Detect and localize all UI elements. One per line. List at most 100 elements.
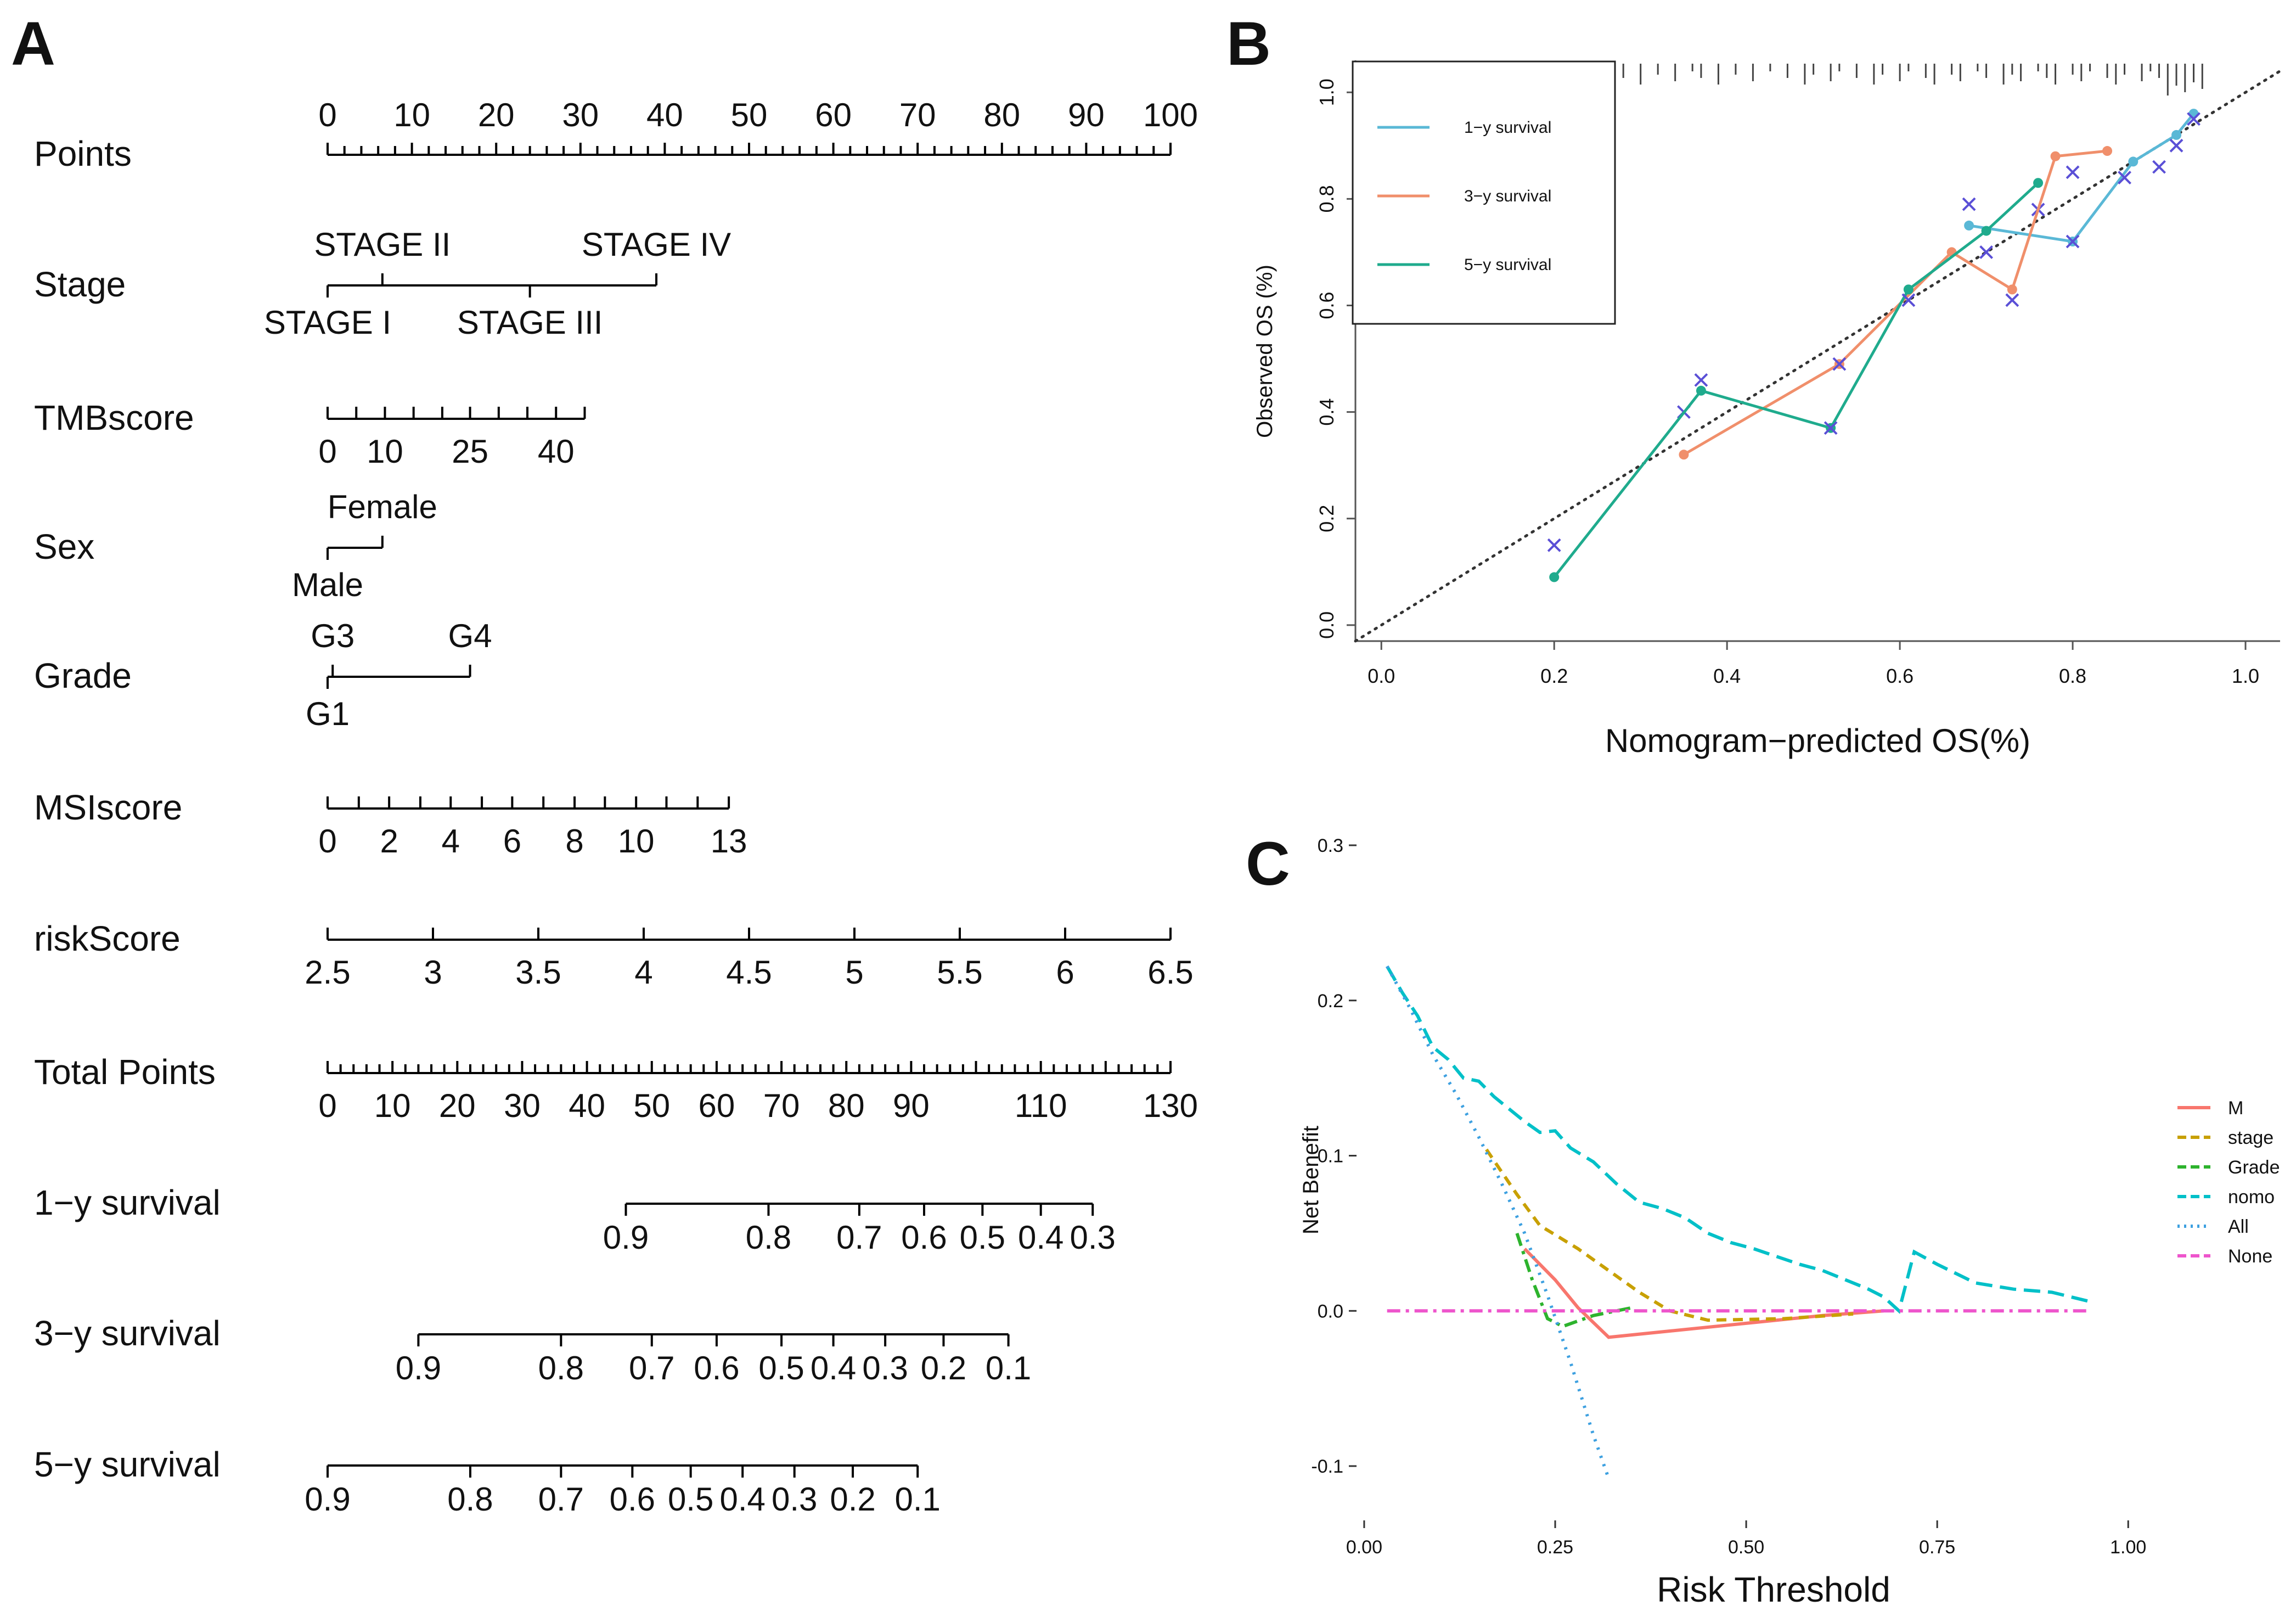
total-tick-label: 40 xyxy=(569,1087,605,1124)
dca-x-tick-label: 0.00 xyxy=(1346,1537,1382,1558)
risk-tick-label: 4.5 xyxy=(726,954,772,991)
points-tick-label: 50 xyxy=(731,97,768,133)
calib-legend-label: 5−y survival xyxy=(1464,256,1551,274)
total-tick-label: 80 xyxy=(828,1087,865,1124)
total-tick-label: 90 xyxy=(893,1087,930,1124)
calib-y-axis-title: Observed OS (%) xyxy=(1253,265,1277,438)
calib-legend-box xyxy=(1352,60,1616,325)
row-label-sex: Sex xyxy=(34,527,94,566)
msi-tick-label: 13 xyxy=(711,823,747,860)
calibration-panel: 0.0 0.2 0.4 0.6 0.8 1.0 0.0 0.2 0.4 0.6 0.8 1.0 Nomo… xyxy=(1253,60,2282,759)
calib-point xyxy=(1981,226,1991,236)
calib-cross-marker xyxy=(2005,293,2019,307)
calib-x-tick-label: 0.0 xyxy=(1368,665,1395,687)
dca-legend-label: Grade xyxy=(2228,1157,2280,1178)
dca-x-tick-label: 1.00 xyxy=(2110,1537,2146,1558)
points-tick-label: 60 xyxy=(815,97,852,133)
panel-c-label: C xyxy=(1246,829,1290,898)
points-tick-label: 80 xyxy=(983,97,1020,133)
calib-x-axis-title: Nomogram−predicted OS(%) xyxy=(1605,722,2030,759)
row-label-msi: MSIscore xyxy=(34,788,182,827)
calib-point xyxy=(1549,572,1560,582)
dca-y-tick-label: 0.3 xyxy=(1318,835,1343,856)
calib-cross-marker xyxy=(1547,538,1561,552)
risk-tick-label: 4 xyxy=(634,954,652,991)
tmb-tick-label: 40 xyxy=(538,433,575,470)
calib-y-tick-label: 0.4 xyxy=(1315,398,1338,426)
surv3-tick-label: 0.7 xyxy=(629,1350,674,1386)
surv1-tick-label: 0.7 xyxy=(836,1219,882,1256)
panel-a-label: A xyxy=(11,9,55,78)
points-tick-label: 30 xyxy=(562,97,599,133)
points-tick-label: 70 xyxy=(899,97,936,133)
points-tick-label: 100 xyxy=(1143,97,1198,133)
points-tick-label: 0 xyxy=(318,97,336,133)
calib-y-tick-label: 0.2 xyxy=(1315,505,1338,532)
calib-y-tick-label: 0.6 xyxy=(1315,291,1338,319)
calib-series-line-3 xyxy=(1553,182,2039,579)
surv3-tick-label: 0.5 xyxy=(758,1350,804,1386)
grade-level-label: G4 xyxy=(448,617,492,654)
calib-x-tick-label: 0.8 xyxy=(2059,665,2086,687)
total-tick-label: 70 xyxy=(763,1087,800,1124)
total-tick-label: 130 xyxy=(1143,1087,1198,1124)
total-tick-label: 30 xyxy=(504,1087,541,1124)
dca-series-line-grade xyxy=(1515,1232,1632,1328)
calib-cross-marker xyxy=(1832,357,1847,371)
row-label-grade: Grade xyxy=(34,656,132,695)
calib-x-tick-label: 0.6 xyxy=(1886,665,1914,687)
stage-level-label: STAGE III xyxy=(457,304,603,341)
panel-b-label: B xyxy=(1226,9,1271,78)
total-tick-label: 10 xyxy=(374,1087,411,1124)
surv1-tick-label: 0.8 xyxy=(746,1219,791,1256)
msi-tick-label: 0 xyxy=(318,823,336,860)
calib-point xyxy=(2102,146,2113,156)
dca-legend-label: nomo xyxy=(2228,1187,2275,1208)
row-label-total: Total Points xyxy=(34,1052,216,1092)
calib-cross-marker xyxy=(1979,245,1993,259)
row-label-surv3: 3−y survival xyxy=(34,1313,221,1353)
surv5-tick-label: 0.4 xyxy=(719,1481,765,1518)
dca-y-axis-title: Net Benefit xyxy=(1299,1126,1323,1234)
msi-tick-label: 8 xyxy=(565,823,583,860)
calib-legend-label: 3−y survival xyxy=(1464,187,1551,205)
calib-y-tick-label: 0.8 xyxy=(1315,185,1338,212)
surv5-tick-label: 0.1 xyxy=(894,1481,940,1518)
surv3-tick-label: 0.9 xyxy=(396,1350,441,1386)
calib-point xyxy=(1964,220,1974,231)
surv5-tick-label: 0.6 xyxy=(610,1481,655,1518)
calib-x-tick-label: 1.0 xyxy=(2232,665,2259,687)
points-tick-label: 10 xyxy=(393,97,430,133)
stage-level-label: STAGE IV xyxy=(582,226,731,263)
dca-y-tick-label: 0.1 xyxy=(1318,1146,1343,1167)
tmb-tick-label: 25 xyxy=(452,433,488,470)
risk-tick-label: 2.5 xyxy=(305,954,350,991)
surv1-tick-label: 0.5 xyxy=(960,1219,1005,1256)
dca-legend-label: stage xyxy=(2228,1127,2274,1148)
calib-cross-marker xyxy=(1694,373,1708,387)
calib-y-tick-label: 0.0 xyxy=(1315,611,1338,639)
msi-tick-label: 6 xyxy=(503,823,521,860)
row-label-tmb: TMBscore xyxy=(34,398,194,437)
calib-point xyxy=(2050,151,2061,161)
surv3-tick-label: 0.8 xyxy=(538,1350,584,1386)
calib-point xyxy=(2007,284,2017,295)
dca-x-axis-title: Risk Threshold xyxy=(1657,1570,1890,1609)
surv3-tick-label: 0.1 xyxy=(986,1350,1031,1386)
msi-tick-label: 2 xyxy=(380,823,398,860)
decision-curve-panel: 0.00 0.25 0.50 0.75 1.00 -0.1 0.0 0.1 0.2 0.3 Risk… xyxy=(1299,835,2280,1609)
calib-point xyxy=(2171,130,2182,140)
points-tick-label: 90 xyxy=(1068,97,1105,133)
tmb-tick-label: 0 xyxy=(318,433,336,470)
calib-legend-label: 1−y survival xyxy=(1464,119,1551,137)
total-tick-label: 0 xyxy=(318,1087,336,1124)
sex-level-label: Male xyxy=(292,566,363,603)
dca-x-tick-label: 0.25 xyxy=(1537,1537,1573,1558)
dca-x-tick-label: 0.75 xyxy=(1919,1537,1955,1558)
calib-cross-marker xyxy=(2066,165,2080,179)
calib-cross-marker xyxy=(2152,160,2166,174)
msi-tick-label: 10 xyxy=(618,823,655,860)
sex-level-label: Female xyxy=(328,489,437,525)
row-label-surv1: 1−y survival xyxy=(34,1183,221,1222)
surv5-tick-label: 0.9 xyxy=(305,1481,350,1518)
